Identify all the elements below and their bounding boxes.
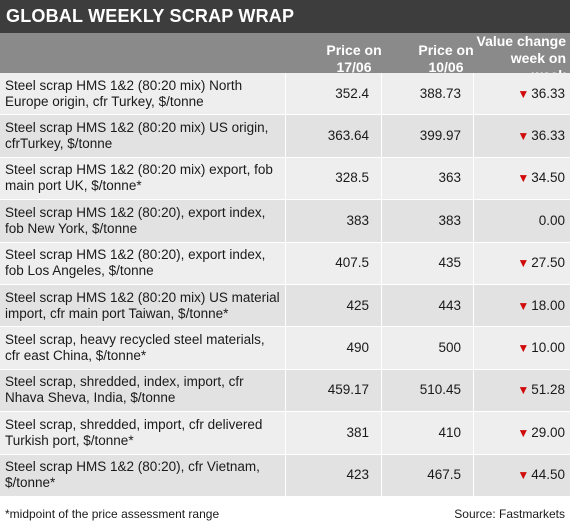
row-change-value: 51.28 — [531, 382, 565, 398]
down-arrow-icon: ▼ — [517, 468, 530, 483]
down-arrow-icon: ▼ — [517, 425, 530, 440]
row-price-10-06: 388.73 — [382, 73, 474, 115]
down-arrow-icon: ▼ — [517, 341, 530, 356]
row-description: Steel scrap, heavy recycled steel materi… — [0, 327, 286, 369]
table-row: Steel scrap HMS 1&2 (80:20 mix) US mater… — [0, 284, 570, 328]
table-row: Steel scrap HMS 1&2 (80:20), cfr Vietnam… — [0, 454, 570, 497]
down-arrow-icon: ▼ — [517, 171, 530, 186]
row-value-change: ▼ 36.33 — [474, 115, 570, 157]
row-price-10-06: 510.45 — [382, 369, 474, 412]
row-price-10-06: 399.97 — [382, 115, 474, 157]
table-row: Steel scrap, shredded, import, cfr deliv… — [0, 412, 570, 455]
row-value-change: ▼ 10.00 — [474, 327, 570, 369]
row-description: Steel scrap, shredded, import, cfr deliv… — [0, 412, 286, 454]
row-description: Steel scrap HMS 1&2 (80:20), export inde… — [0, 200, 286, 242]
row-change-value: 0.00 — [538, 212, 565, 228]
table-row: Steel scrap HMS 1&2 (80:20 mix) US origi… — [0, 115, 570, 158]
row-description: Steel scrap HMS 1&2 (80:20), export inde… — [0, 242, 286, 284]
table-row: Steel scrap HMS 1&2 (80:20), export inde… — [0, 200, 570, 243]
table-row: Steel scrap HMS 1&2 (80:20 mix) export, … — [0, 157, 570, 201]
row-value-change: ▼ 29.00 — [474, 412, 570, 454]
row-change-value: 10.00 — [531, 340, 565, 356]
row-change-value: 44.50 — [531, 467, 565, 483]
row-change-value: 36.33 — [531, 85, 565, 101]
row-value-change: ▼ 18.00 — [474, 284, 570, 327]
footnote: *midpoint of the price assessment range — [5, 506, 220, 521]
row-price-17-06: 407.5 — [286, 242, 382, 284]
row-change-value: 36.33 — [531, 128, 565, 144]
row-price-17-06: 425 — [286, 284, 382, 327]
source-credit: Source: Fastmarkets — [454, 506, 565, 521]
row-price-17-06: 352.4 — [286, 73, 382, 115]
row-price-10-06: 467.5 — [382, 454, 474, 496]
header-price-10-06: Price on 10/06 — [418, 41, 474, 75]
table-header: Price on 17/06 Price on 10/06 Value chan… — [0, 33, 570, 83]
row-price-17-06: 381 — [286, 412, 382, 454]
down-arrow-icon: ▼ — [517, 86, 530, 101]
row-price-10-06: 363 — [382, 157, 474, 200]
table-footer: *midpoint of the price assessment range … — [0, 500, 570, 527]
table-title: GLOBAL WEEKLY SCRAP WRAP — [0, 0, 570, 33]
table-row: Steel scrap HMS 1&2 (80:20 mix) North Eu… — [0, 73, 570, 116]
table-row: Steel scrap HMS 1&2 (80:20), export inde… — [0, 242, 570, 285]
row-description: Steel scrap, shredded, index, import, cf… — [0, 369, 286, 412]
row-change-value: 27.50 — [531, 255, 565, 271]
row-change-value: 29.00 — [531, 424, 565, 440]
row-price-10-06: 443 — [382, 284, 474, 327]
row-price-17-06: 328.5 — [286, 157, 382, 200]
row-change-value: 18.00 — [531, 297, 565, 313]
row-value-change: ▼ 51.28 — [474, 369, 570, 412]
down-arrow-icon: ▼ — [517, 298, 530, 313]
row-description: Steel scrap HMS 1&2 (80:20 mix) North Eu… — [0, 73, 286, 115]
table-row: Steel scrap, heavy recycled steel materi… — [0, 327, 570, 370]
table-body: Steel scrap HMS 1&2 (80:20 mix) North Eu… — [0, 73, 570, 497]
row-price-10-06: 500 — [382, 327, 474, 369]
row-value-change: ▼ 44.50 — [474, 454, 570, 496]
row-value-change: ▼ 34.50 — [474, 157, 570, 200]
row-price-10-06: 410 — [382, 412, 474, 454]
row-description: Steel scrap HMS 1&2 (80:20 mix) US origi… — [0, 115, 286, 157]
row-price-17-06: 459.17 — [286, 369, 382, 412]
row-price-17-06: 490 — [286, 327, 382, 369]
down-arrow-icon: ▼ — [517, 383, 530, 398]
row-price-17-06: 383 — [286, 200, 382, 242]
down-arrow-icon: ▼ — [517, 256, 530, 271]
row-description: Steel scrap HMS 1&2 (80:20 mix) US mater… — [0, 284, 286, 327]
row-description: Steel scrap HMS 1&2 (80:20 mix) export, … — [0, 157, 286, 200]
header-price-17-06: Price on 17/06 — [326, 41, 382, 75]
row-price-10-06: 435 — [382, 242, 474, 284]
down-arrow-icon: ▼ — [517, 129, 530, 144]
row-description: Steel scrap HMS 1&2 (80:20), cfr Vietnam… — [0, 454, 286, 496]
row-price-10-06: 383 — [382, 200, 474, 242]
table-row: Steel scrap, shredded, index, import, cf… — [0, 369, 570, 413]
row-price-17-06: 363.64 — [286, 115, 382, 157]
row-value-change: ▼ 36.33 — [474, 73, 570, 115]
row-value-change: 0.00 — [474, 200, 570, 242]
row-value-change: ▼ 27.50 — [474, 242, 570, 284]
row-change-value: 34.50 — [531, 170, 565, 186]
row-price-17-06: 423 — [286, 454, 382, 496]
